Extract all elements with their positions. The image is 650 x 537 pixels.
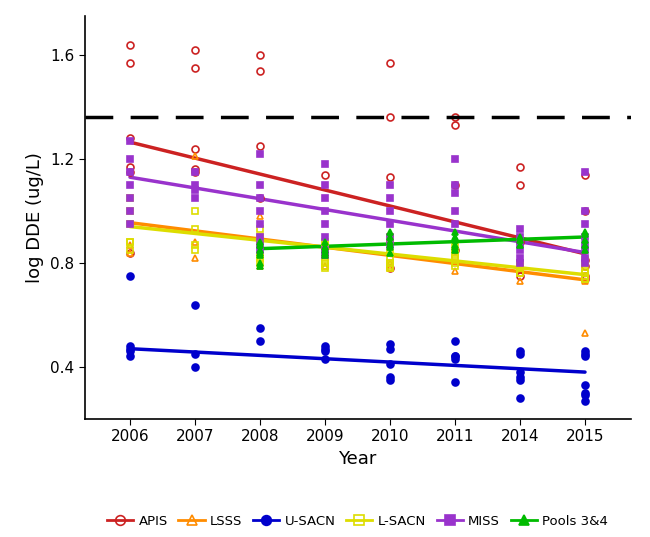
Y-axis label: log DDE (ug/L): log DDE (ug/L) (26, 152, 44, 283)
Legend: APIS, LSSS, U-SACN, L-SACN, MISS, Pools 3&4: APIS, LSSS, U-SACN, L-SACN, MISS, Pools … (101, 510, 614, 533)
X-axis label: Year: Year (338, 450, 377, 468)
